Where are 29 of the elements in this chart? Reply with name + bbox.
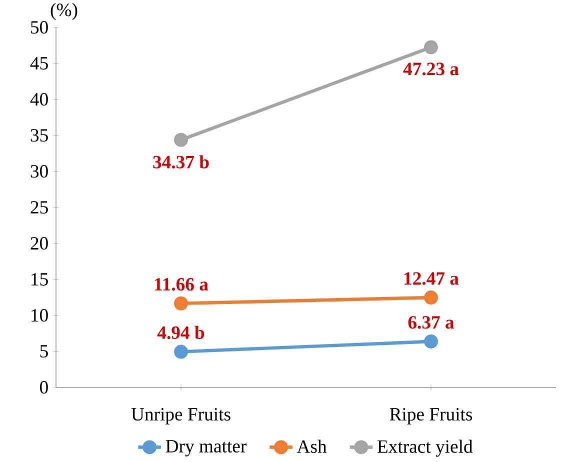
y-tick-label: 50 [31,21,48,34]
y-tick-label: 40 [30,93,48,106]
point [174,132,188,147]
legend-label: Extract yield [377,440,473,457]
data-label: 11.66 a [155,278,208,291]
y-tick-label: 35 [30,129,48,142]
data-label: 6.37 a [408,316,454,329]
y-tick-label: 15 [32,273,48,286]
y-tick-label: 0 [40,381,48,394]
legend-label: Ash [296,440,327,453]
point [424,334,438,348]
data-label: 12.47 a [404,272,459,285]
y-tick-label: 45 [30,57,48,70]
data-label: 47.23 a [403,62,459,76]
y-tick-label: 5 [40,345,48,358]
point [424,290,438,305]
y-tick-label: 10 [32,309,48,322]
x-tick-label: Ripe Fruits [390,408,472,424]
point [174,344,188,359]
y-tick-label: 20 [30,237,48,250]
y-tick-label: 30 [30,165,48,178]
x-tick-label: Unripe Fruits [131,408,230,424]
legend-label: Dry matter [166,440,247,456]
y-tick-label: 25 [30,201,48,214]
data-label: 34.37 b [153,155,209,168]
y-axis-title: (%) [50,3,78,20]
point [174,296,188,310]
point [424,40,438,54]
data-label: 4.94 b [157,326,204,340]
